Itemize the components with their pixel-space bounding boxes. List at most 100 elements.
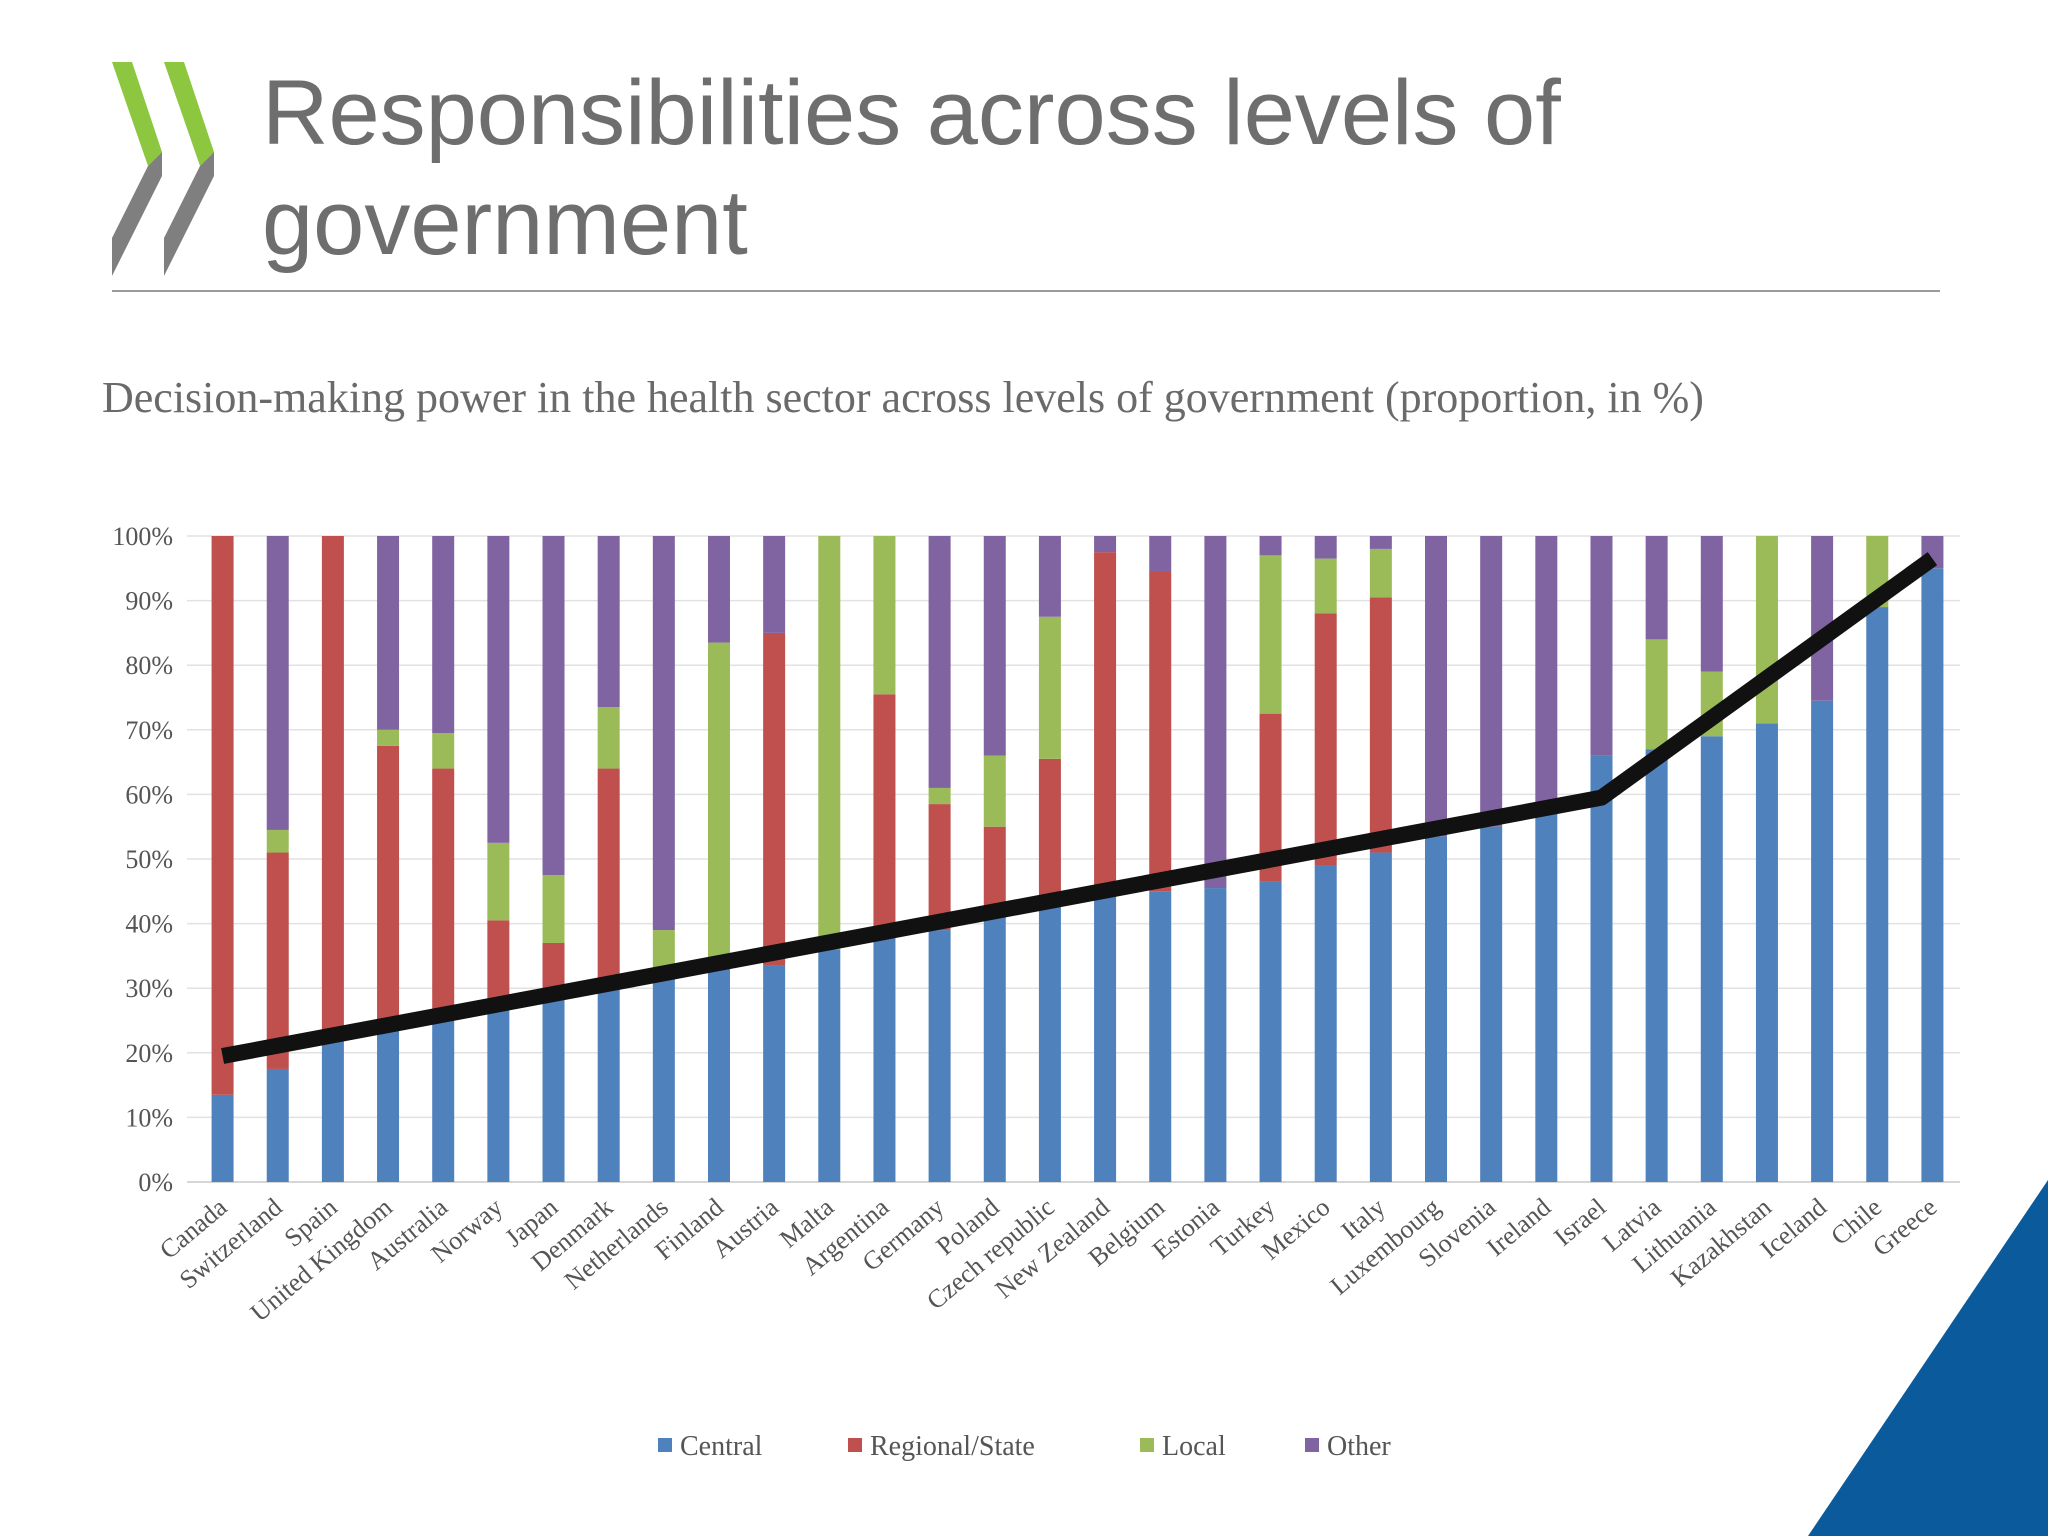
y-tick-label: 60%: [125, 780, 173, 809]
bar-segment: [983, 913, 1006, 1182]
logo-gray-chevron-2: [164, 152, 214, 276]
bar-segment: [1314, 865, 1337, 1182]
bar-segment: [1369, 597, 1392, 853]
bar-segment: [1425, 536, 1448, 837]
y-axis-ticks: 0% 10% 20% 30% 40% 50% 60% 70% 80% 90% 100%: [112, 522, 173, 1197]
trend-line: [221, 552, 1938, 1064]
legend-label: Regional/State: [870, 1431, 1035, 1462]
title-divider: [112, 290, 1940, 292]
slide-title: Responsibilities across levels of govern…: [262, 62, 1561, 274]
bar-segment: [818, 536, 841, 950]
bar-segment: [1038, 758, 1061, 905]
bar-segment: [1480, 536, 1503, 827]
bar-segment: [873, 936, 896, 1182]
bar-segment: [1645, 639, 1668, 750]
bar-segment: [763, 632, 786, 966]
y-tick-label: 80%: [125, 651, 173, 680]
bar-segment: [1259, 555, 1282, 714]
bar-segment: [432, 768, 455, 1018]
bar-segment: [652, 975, 675, 1182]
bar-segment: [597, 984, 620, 1182]
corner-blue-triangle: [1808, 1180, 2048, 1536]
bar-segment: [487, 1007, 510, 1182]
legend: Central Regional/State Local Other: [658, 1431, 1391, 1462]
bar-segment: [1259, 881, 1282, 1182]
bar-segment: [542, 875, 565, 943]
bar-segment: [1866, 607, 1889, 1182]
bar-segment: [266, 829, 289, 853]
y-tick-label: 50%: [125, 845, 173, 874]
bar-segment: [1369, 548, 1392, 598]
x-tick-label: Israel: [1548, 1192, 1611, 1251]
bar-segment: [377, 745, 400, 1027]
bar-segment: [321, 1039, 344, 1182]
bar-segment: [1369, 852, 1392, 1182]
bar-segment: [377, 729, 400, 746]
bar-segment: [432, 733, 455, 769]
bar-segment: [266, 536, 289, 830]
bar-segment: [1590, 755, 1613, 1182]
bar-segment: [1921, 568, 1944, 1182]
bar-segment: [983, 755, 1006, 827]
bar-segment: [818, 949, 841, 1182]
bar-segment: [1755, 723, 1778, 1182]
bar-segment: [1369, 536, 1392, 549]
bar-segment: [377, 1026, 400, 1182]
bar-segment: [1645, 749, 1668, 1182]
legend-label: Central: [680, 1431, 763, 1462]
bar-segment: [1149, 536, 1172, 572]
bar-segment: [266, 852, 289, 1069]
bar-segment: [1645, 536, 1668, 640]
bar-segment: [487, 842, 510, 921]
bar-segment: [983, 826, 1006, 914]
bar-segment: [1535, 810, 1558, 1182]
bar-segment: [1204, 888, 1227, 1182]
y-tick-label: 70%: [125, 716, 173, 745]
oecd-logo: [112, 62, 214, 276]
legend-swatch: [848, 1438, 862, 1452]
x-tick-label: Ireland: [1481, 1192, 1556, 1262]
bar-segment: [1094, 891, 1117, 1182]
bar-segment: [1259, 713, 1282, 882]
bar-segment: [707, 642, 730, 969]
bar-segment: [1259, 536, 1282, 556]
bar-segment: [1480, 826, 1503, 1182]
bar-segment: [1700, 536, 1723, 672]
bar-segment: [1038, 904, 1061, 1182]
bar-segment: [542, 942, 565, 998]
bar-segment: [1149, 571, 1172, 892]
bar-segment: [377, 536, 400, 730]
bar-segment: [597, 536, 620, 708]
legend-swatch: [1305, 1438, 1319, 1452]
bar-segment: [432, 536, 455, 734]
bar-segment: [1094, 552, 1117, 892]
bar-segment: [1811, 536, 1834, 701]
bar-segment: [928, 536, 951, 788]
bar-segment: [597, 768, 620, 985]
bar-segment: [1314, 558, 1337, 614]
logo-green-chevron-1: [112, 62, 162, 166]
bar-segment: [1811, 700, 1834, 1182]
bar-segment: [1314, 536, 1337, 559]
bar-segment: [1204, 536, 1227, 889]
bar-segment: [652, 536, 675, 931]
bar-segment: [487, 920, 510, 1008]
bar-segment: [1700, 736, 1723, 1182]
logo-gray-chevron-1: [112, 152, 162, 276]
bar-segment: [1038, 536, 1061, 617]
bar-segment: [763, 536, 786, 633]
bar-segment: [983, 536, 1006, 756]
bar-segment: [597, 707, 620, 769]
bar-segment: [1038, 616, 1061, 759]
bar-segment: [1094, 536, 1117, 553]
bar-segment: [1535, 536, 1558, 811]
bar-segment: [652, 930, 675, 976]
y-tick-label: 0%: [138, 1168, 173, 1197]
y-tick-label: 90%: [125, 587, 173, 616]
y-tick-label: 40%: [125, 910, 173, 939]
trend-line-group: [221, 552, 1938, 1064]
bar-segment: [1149, 891, 1172, 1182]
